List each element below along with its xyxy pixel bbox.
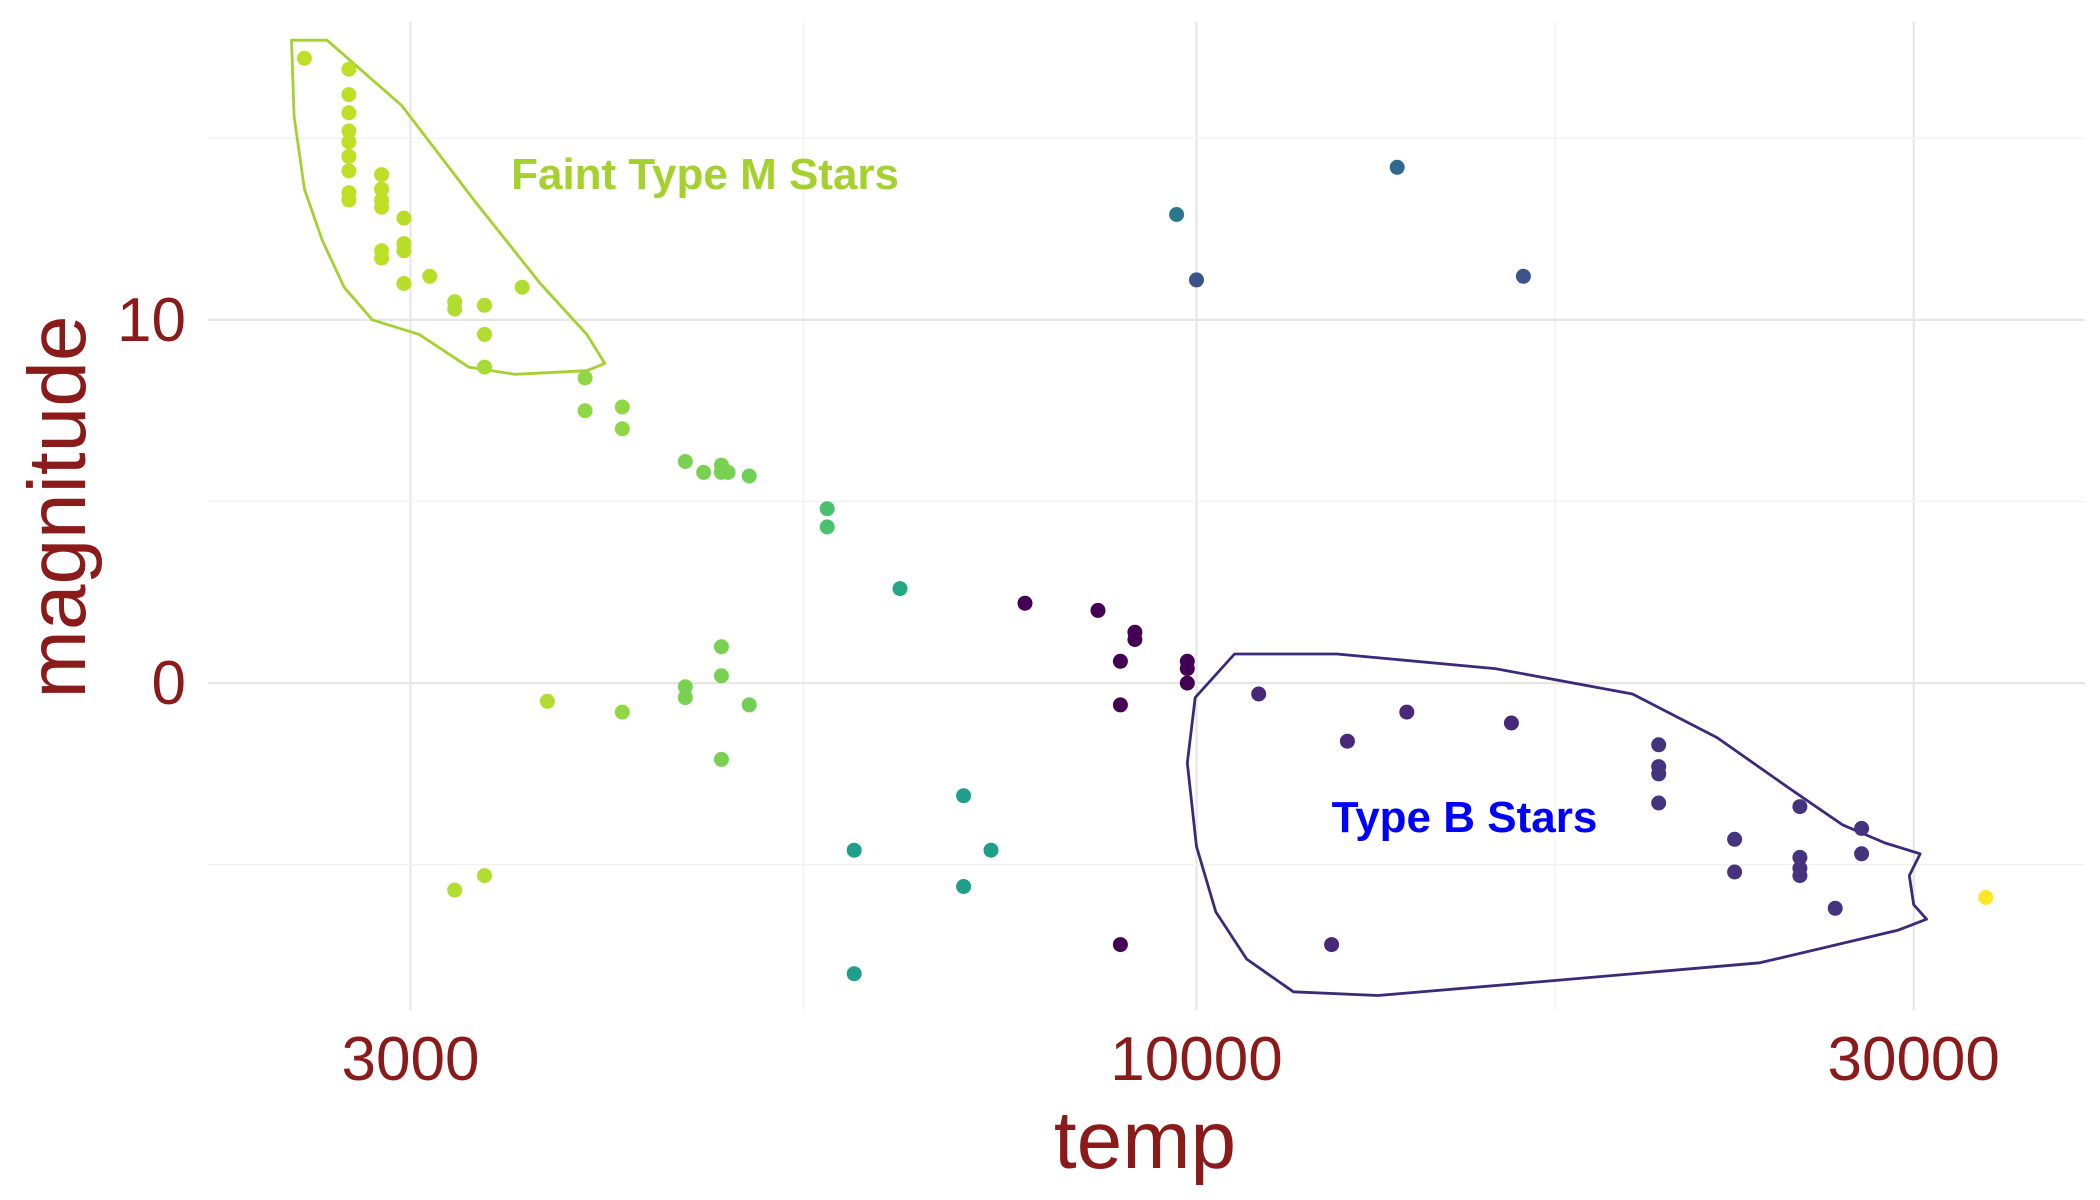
data-point xyxy=(720,464,736,480)
data-point xyxy=(374,250,390,266)
data-point xyxy=(614,421,630,437)
ellipse-1 xyxy=(290,38,607,376)
data-point xyxy=(1854,820,1870,836)
y-tick-label: 0 xyxy=(152,649,186,718)
data-point xyxy=(1727,831,1743,847)
data-point xyxy=(1792,849,1808,865)
y-tick-label: 10 xyxy=(117,286,186,355)
data-point xyxy=(1503,715,1519,731)
data-point xyxy=(741,468,757,484)
data-point xyxy=(1112,937,1128,953)
data-point xyxy=(741,697,757,713)
x-tick-label: 10000 xyxy=(1110,1025,1282,1094)
data-point xyxy=(846,842,862,858)
data-point xyxy=(539,693,555,709)
data-point xyxy=(1017,595,1033,611)
data-point xyxy=(677,690,693,706)
data-point xyxy=(341,123,357,139)
data-point xyxy=(956,879,972,894)
data-point xyxy=(374,199,390,215)
data-point xyxy=(1251,686,1267,702)
ellipse-layer xyxy=(290,38,1928,997)
data-point xyxy=(1651,795,1667,811)
data-point xyxy=(341,148,357,164)
y-axis-title: magnitude xyxy=(12,316,103,699)
annotation-label: Faint Type M Stars xyxy=(511,150,899,199)
data-point xyxy=(1169,207,1185,222)
data-point xyxy=(1112,697,1128,713)
data-point xyxy=(1189,272,1204,288)
data-point xyxy=(577,370,593,386)
y-tick-labels: 0 10 xyxy=(117,286,186,718)
annotation-layer: Faint Type M Stars Type B Stars xyxy=(511,150,1597,842)
data-point xyxy=(396,243,412,259)
data-point xyxy=(341,87,357,103)
data-point xyxy=(1827,900,1843,916)
x-tick-label: 30000 xyxy=(1827,1025,1999,1094)
data-point xyxy=(713,668,729,684)
data-point xyxy=(341,105,357,121)
data-point xyxy=(713,751,729,767)
data-point xyxy=(341,61,357,77)
data-point xyxy=(892,581,908,597)
x-axis-title: temp xyxy=(1054,1095,1236,1186)
data-point xyxy=(396,276,412,291)
data-point xyxy=(477,297,492,313)
data-point xyxy=(1854,846,1870,862)
data-point xyxy=(1324,937,1340,953)
data-point xyxy=(696,464,712,480)
data-point xyxy=(477,868,492,884)
data-point xyxy=(341,192,357,208)
data-point xyxy=(677,679,693,695)
data-point xyxy=(1112,653,1128,669)
data-point xyxy=(1389,159,1405,175)
data-point xyxy=(983,842,999,858)
x-tick-labels: 3000 10000 30000 xyxy=(342,1025,2000,1094)
data-point xyxy=(422,268,438,284)
annotation-label: Type B Stars xyxy=(1332,793,1598,842)
data-point xyxy=(1978,889,1994,905)
data-point xyxy=(1792,868,1808,884)
data-point xyxy=(477,359,492,375)
data-point xyxy=(677,454,693,469)
data-point xyxy=(341,134,357,150)
data-point xyxy=(1127,632,1143,647)
data-point xyxy=(577,403,593,419)
data-point xyxy=(1651,737,1667,753)
data-point xyxy=(819,501,835,517)
data-point xyxy=(1090,602,1106,618)
grid xyxy=(208,22,2085,1010)
data-point xyxy=(296,50,312,66)
data-point xyxy=(1179,675,1195,691)
data-point xyxy=(1179,661,1195,677)
data-point xyxy=(341,163,357,179)
data-point xyxy=(447,882,463,898)
data-point xyxy=(396,210,412,226)
data-point xyxy=(614,704,630,720)
data-point xyxy=(1727,864,1743,880)
data-point xyxy=(956,788,972,804)
data-point xyxy=(447,301,463,317)
points-layer xyxy=(296,50,1994,982)
data-point xyxy=(374,167,390,183)
data-point xyxy=(1792,799,1808,815)
data-point xyxy=(514,279,530,295)
data-point xyxy=(374,181,390,197)
data-point xyxy=(819,519,835,535)
data-point xyxy=(846,966,862,982)
ellipse-2 xyxy=(1185,652,1928,997)
data-point xyxy=(1651,766,1667,782)
data-point xyxy=(614,399,630,415)
x-tick-label: 3000 xyxy=(342,1025,480,1094)
data-point xyxy=(1515,268,1531,284)
data-point xyxy=(1339,733,1355,749)
data-point xyxy=(713,639,729,655)
data-point xyxy=(1399,704,1415,720)
data-point xyxy=(477,326,492,342)
